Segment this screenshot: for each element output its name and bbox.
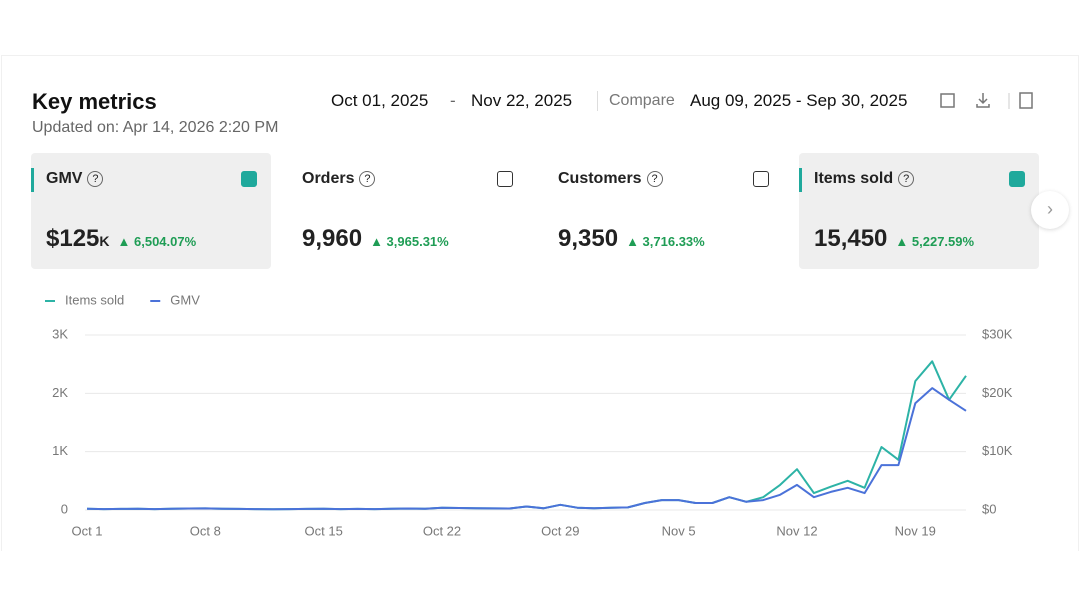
accent xyxy=(31,168,34,192)
updated: Updated on: Apr 14, 2026 2:20 PM xyxy=(32,119,279,136)
card-value: 9,350 ▲ 3,716.33% xyxy=(558,225,705,252)
x-tick-label: Oct 29 xyxy=(541,523,579,538)
metric-card[interactable]: Orders? 9,960 ▲ 3,965.31% xyxy=(287,153,527,269)
card-label: Items sold? xyxy=(814,170,915,188)
chart: 0 1K 2K 3K $0 $10K $20K $30K Oct 1 Oct 8 Oct 15 Oct… xyxy=(45,292,1013,538)
edit-icon[interactable] xyxy=(940,93,955,108)
x-tick-label: Nov 5 xyxy=(662,523,696,538)
download-icon[interactable] xyxy=(976,93,990,108)
x-tick-label: Nov 19 xyxy=(895,523,936,538)
value: 15,450 xyxy=(814,225,888,252)
start-date[interactable]: Oct 01, 2025 xyxy=(331,91,429,110)
label: Orders xyxy=(302,170,355,187)
series-line xyxy=(86,387,967,511)
divider xyxy=(597,91,598,111)
x-tick-label: Oct 22 xyxy=(423,523,461,538)
y-tick-label: 3K xyxy=(52,326,68,341)
x-tick-label: Nov 12 xyxy=(776,523,817,538)
change: 3,716.33% xyxy=(642,234,705,249)
card-value: $125K ▲ 6,504.07% xyxy=(46,225,197,252)
checkbox[interactable] xyxy=(497,171,513,187)
checkbox[interactable] xyxy=(753,171,769,187)
title: Key metrics xyxy=(32,89,157,114)
card-value: 15,450 ▲ 5,227.59% xyxy=(814,225,975,252)
y-tick-label: 1K xyxy=(52,443,68,458)
report-icon[interactable] xyxy=(1019,92,1033,109)
compare-range[interactable]: Aug 09, 2025 - Sep 30, 2025 xyxy=(690,91,908,110)
x-tick-label: Oct 15 xyxy=(305,523,343,538)
label: Customers xyxy=(558,170,642,187)
unit: K xyxy=(99,233,110,249)
y2-tick-label: $10K xyxy=(982,443,1013,458)
change: 6,504.07% xyxy=(134,234,197,249)
card-label: GMV? xyxy=(46,170,104,188)
metric-card[interactable]: GMV? $125K ▲ 6,504.07% xyxy=(31,153,271,269)
checkbox[interactable] xyxy=(1009,171,1025,187)
y2-tick-label: $30K xyxy=(982,326,1013,341)
x-tick-label: Oct 1 xyxy=(71,523,102,538)
toolbar xyxy=(940,92,1033,109)
next-button[interactable]: › xyxy=(1031,191,1069,229)
y-tick-label: 2K xyxy=(52,385,68,400)
metric-card[interactable]: Items sold? 15,450 ▲ 5,227.59% xyxy=(799,153,1039,269)
card-value: 9,960 ▲ 3,965.31% xyxy=(302,225,449,252)
value: 9,350 xyxy=(558,225,619,252)
card-label: Orders? xyxy=(302,170,376,188)
separator: - xyxy=(450,91,456,110)
end-date[interactable]: Nov 22, 2025 xyxy=(471,91,573,110)
card-label: Customers? xyxy=(558,170,663,188)
change: 3,965.31% xyxy=(386,234,449,249)
label: Items sold xyxy=(814,170,894,187)
y2-tick-label: $20K xyxy=(982,385,1013,400)
y2-tick-label: $0 xyxy=(982,501,996,516)
panel xyxy=(1,55,1079,551)
label: GMV xyxy=(46,170,83,187)
checkbox[interactable] xyxy=(241,171,257,187)
change: 5,227.59% xyxy=(911,234,975,249)
x-tick-label: Oct 8 xyxy=(190,523,221,538)
metric-card[interactable]: Customers? 9,350 ▲ 3,716.33% xyxy=(543,153,783,269)
value: $125 xyxy=(46,225,100,252)
compare-label: Compare xyxy=(609,92,675,109)
value: 9,960 xyxy=(302,225,363,252)
legend-label: GMV xyxy=(170,292,200,307)
series-line xyxy=(86,360,967,511)
accent xyxy=(799,168,802,192)
y-tick-label: 0 xyxy=(61,501,68,516)
legend-label: Items sold xyxy=(65,292,124,307)
